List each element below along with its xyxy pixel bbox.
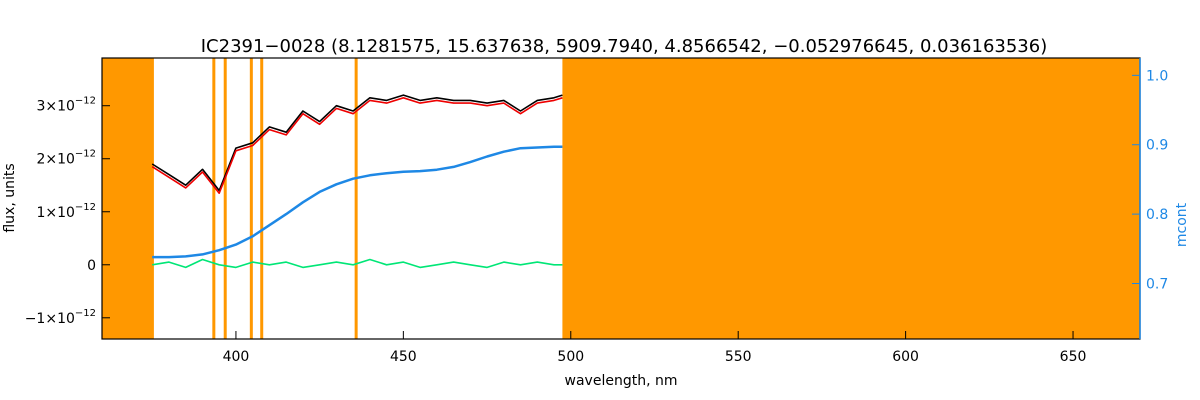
x-tick-label-2: 500 bbox=[557, 349, 584, 365]
series-layer bbox=[151, 94, 563, 269]
y-right-tick-label-0: 0.7 bbox=[1146, 276, 1168, 292]
series-line-0 bbox=[151, 94, 563, 192]
x-tick-label-1: 450 bbox=[390, 349, 417, 365]
y-right-tick-label-3: 1.0 bbox=[1146, 68, 1168, 84]
x-axis: 400 450 500 550 600 650 bbox=[223, 331, 1087, 365]
masked-regions bbox=[102, 58, 1140, 339]
y-tick-label-1: 0 bbox=[87, 258, 96, 274]
y-tick-label-2: 1×10−12 bbox=[36, 202, 96, 221]
x-tick-label-0: 400 bbox=[223, 349, 250, 365]
series-line-2 bbox=[152, 258, 563, 269]
y-axis-left: −1×10−12 0 1×10−12 2×10−12 3×10−12 bbox=[25, 96, 110, 327]
y-tick-label-3: 2×10−12 bbox=[36, 149, 96, 168]
y-right-tick-label-2: 0.9 bbox=[1146, 138, 1168, 154]
x-tick-label-4: 600 bbox=[892, 349, 919, 365]
masked-region-1 bbox=[562, 58, 1140, 339]
y-axis-right: 0.7 0.8 0.9 1.0 bbox=[1132, 58, 1168, 339]
y-tick-label-4: 3×10−12 bbox=[36, 96, 96, 115]
x-axis-label: wavelength, nm bbox=[565, 373, 678, 389]
series-line-3 bbox=[152, 145, 563, 259]
y-tick-label-0: −1×10−12 bbox=[25, 308, 96, 327]
y-axis-label-right: mcont bbox=[1174, 202, 1190, 247]
chart-title: IC2391−0028 (8.1281575, 15.637638, 5909.… bbox=[201, 36, 1047, 57]
masked-region-0 bbox=[102, 58, 154, 339]
series-line-1 bbox=[151, 97, 563, 194]
y-right-tick-label-1: 0.8 bbox=[1146, 207, 1168, 223]
y-axis-label: flux, units bbox=[2, 163, 18, 232]
x-tick-label-5: 650 bbox=[1060, 349, 1087, 365]
x-tick-label-3: 550 bbox=[725, 349, 752, 365]
